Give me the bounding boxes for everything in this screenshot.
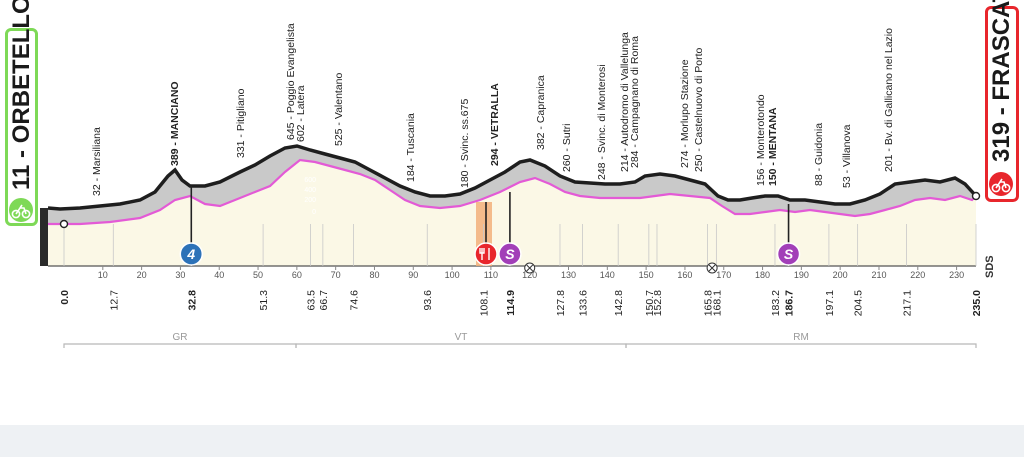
axis-tick-label: 80 (369, 270, 379, 280)
level-crossing-icon (706, 262, 718, 274)
finish-box (985, 6, 1019, 202)
axis-tick-label: 20 (137, 270, 147, 280)
intermediate-sprint-icon: S (776, 204, 801, 266)
region-label: VT (455, 332, 468, 343)
place-label: 331 - Pitigliano (235, 88, 247, 158)
axis-tick-label: 180 (755, 270, 770, 280)
km-mark-label: 142.8 (613, 290, 625, 316)
km-mark-label: 74.6 (349, 290, 361, 311)
km-mark-label: 152.8 (652, 290, 664, 316)
km-mark-label: 204.5 (853, 290, 865, 316)
elevation-line (47, 144, 978, 211)
place-label: 645 - Poggio Evangelista (285, 23, 297, 140)
altitude-tick-label: 600 (304, 177, 316, 184)
place-label: 214 - Autodromo di Vallelunga (619, 32, 631, 172)
start-label: 11 - ORBETELLO (8, 0, 35, 190)
bottom-bar (0, 425, 1024, 457)
axis-tick-label: 40 (214, 270, 224, 280)
intermediate-sprint-icon: S (498, 192, 522, 266)
axis-tick-label: 60 (292, 270, 302, 280)
km-mark-label: 150.7 (644, 290, 656, 316)
axis-tick-label: 120 (522, 270, 537, 280)
region-label: GR (173, 332, 188, 343)
axis-tick-label: 10 (98, 270, 108, 280)
base-left-block (40, 208, 48, 266)
place-label: 250 - Castelnuovo di Porto (693, 48, 705, 172)
axis-tick-label: 150 (639, 270, 654, 280)
place-label: 184 - Tuscania (405, 113, 417, 182)
axis-tick-label: 190 (794, 270, 809, 280)
km-mark-label: 12.7 (108, 290, 120, 311)
place-label: 602 - Latera (295, 85, 307, 142)
axis-tick-label: 70 (331, 270, 341, 280)
finish-point (971, 191, 981, 201)
marker-label: S (784, 246, 794, 262)
place-label: 32 - Marsiliana (91, 127, 103, 196)
place-label: 53 - Villanova (841, 124, 853, 188)
cyclist-icon (989, 172, 1013, 196)
level-crossing-icon (524, 262, 536, 274)
km-mark-label: 0.0 (59, 290, 71, 305)
place-label: 525 - Valentano (333, 72, 345, 146)
place-label: 201 - Bv. di Gallicano nel Lazio (883, 28, 895, 172)
km-mark-label: 133.6 (577, 290, 589, 316)
sprint-4-badge-icon: 4 (179, 186, 204, 266)
axis-tick-label: 170 (716, 270, 731, 280)
km-mark-label: 235.0 (971, 290, 983, 316)
axis-tick-label: 130 (561, 270, 576, 280)
axis-tick-label: 200 (833, 270, 848, 280)
place-label: 88 - Guidonia (813, 123, 825, 186)
place-label: 382 - Capranica (535, 75, 547, 150)
finish-label: 319 - FRASCATI (988, 0, 1015, 162)
km-mark-label: 165.8 (702, 290, 714, 316)
axis-tick-label: 160 (677, 270, 692, 280)
place-label: 284 - Campagnano di Roma (629, 36, 641, 168)
km-mark-label: 93.6 (422, 290, 434, 311)
place-label: 180 - Svinc. ss.675 (459, 99, 471, 188)
axis-tick-label: 50 (253, 270, 263, 280)
sds-logo: SDS (984, 255, 996, 278)
altitude-tick-label: 0 (312, 209, 316, 216)
axis-tick-label: 110 (484, 270, 498, 280)
start-box (5, 28, 38, 226)
axis-tick-label: 220 (910, 270, 925, 280)
km-mark-label: 66.7 (318, 290, 330, 311)
axis-tick-label: 30 (175, 270, 185, 280)
axis-tick-label: 210 (871, 270, 886, 280)
km-mark-label: 168.1 (711, 290, 723, 316)
cyclist-icon (9, 198, 33, 222)
axis-tick-label: 140 (600, 270, 615, 280)
altitude-tick-label: 200 (304, 197, 316, 204)
km-mark-label: 63.5 (305, 290, 317, 311)
km-mark-label: 127.8 (555, 290, 567, 316)
km-mark-label: 217.1 (902, 290, 914, 316)
place-label: 274 - Morlupo Stazione (679, 59, 691, 168)
start-point (59, 219, 69, 229)
km-mark-label: 32.8 (186, 290, 198, 311)
place-label: 150 - MENTANA (767, 107, 779, 186)
axis-tick-label: 230 (949, 270, 964, 280)
km-mark-label: 183.2 (770, 290, 782, 316)
marker-label: 4 (186, 246, 195, 262)
place-label: 156 - Monterotondo (755, 94, 767, 186)
axis-tick-label: 100 (445, 270, 460, 280)
km-mark-label: 51.3 (258, 290, 270, 311)
axis-tick-label: 90 (408, 270, 418, 280)
km-mark-label: 108.1 (479, 290, 491, 316)
place-label: 389 - MANCIANO (169, 81, 181, 166)
stage-profile-diagram: 10 20 30 40 50 60 70 80 90 100 110 120 130 140 150 160 1… (40, 23, 983, 348)
altitude-tick-label: 400 (304, 187, 316, 194)
place-label: 294 - VETRALLA (489, 83, 501, 166)
region-label: RM (793, 332, 809, 343)
marker-label: S (505, 246, 515, 262)
place-label: 260 - Sutri (561, 124, 573, 172)
place-label: 248 - Svinc. di Monterosi (596, 64, 608, 180)
secondary-profile-line (48, 158, 977, 226)
km-mark-label: 186.7 (784, 290, 796, 316)
feed-zone-icon (474, 202, 498, 266)
lower-fill (48, 160, 976, 266)
km-mark-label: 114.9 (505, 290, 517, 316)
km-mark-label: 197.1 (824, 290, 836, 316)
